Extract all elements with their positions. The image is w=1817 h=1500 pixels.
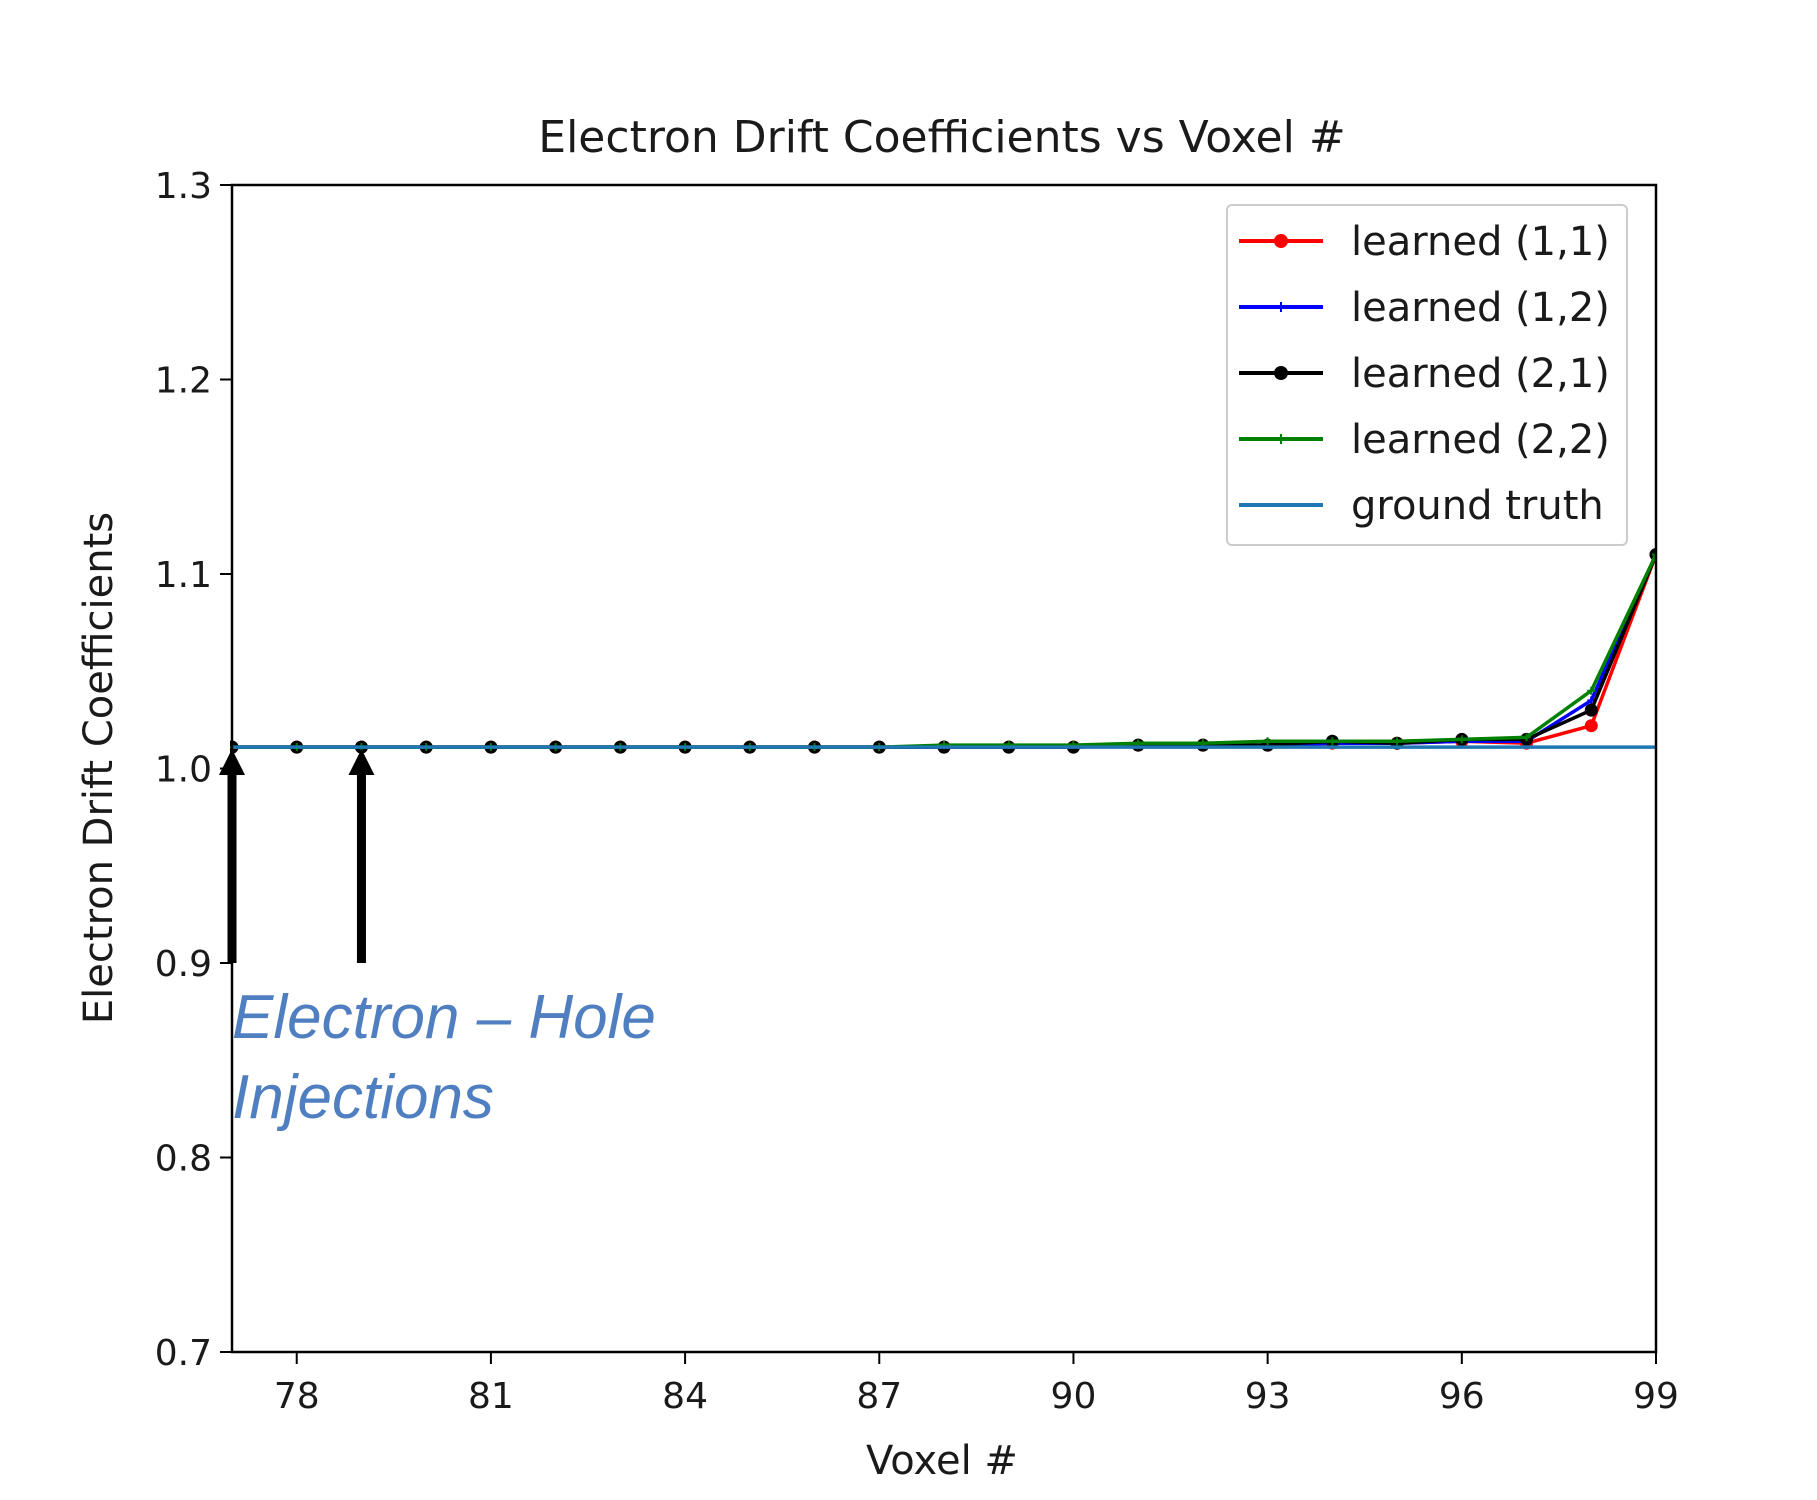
data-point xyxy=(1457,735,1466,744)
y-tick-label: 0.7 xyxy=(155,1333,212,1374)
x-tick-label: 99 xyxy=(1633,1376,1679,1417)
series-learned-1-2 xyxy=(230,550,1655,752)
x-axis: 78 81 84 87 90 93 96 99 xyxy=(274,1352,1679,1417)
series-line xyxy=(232,553,1655,749)
legend: learned (1,1) learned (1,2) learned (2,1) l… xyxy=(1226,204,1628,546)
series-learned-1-1 xyxy=(230,548,1655,754)
annotation-arrow xyxy=(219,749,245,963)
data-point xyxy=(1652,550,1655,559)
legend-box xyxy=(1226,204,1628,546)
data-point xyxy=(1584,719,1598,733)
legend-label: ground truth xyxy=(1351,483,1604,529)
series-line xyxy=(232,553,1655,749)
annotation-arrows xyxy=(219,749,375,963)
annotation-line-1: Electron – Hole xyxy=(232,983,656,1052)
plot-series xyxy=(230,548,1655,754)
legend-label: learned (1,2) xyxy=(1351,285,1610,331)
legend-entry: learned (1,1) xyxy=(1239,219,1610,265)
x-tick-label: 78 xyxy=(274,1376,320,1417)
data-point xyxy=(1263,737,1272,746)
series-line xyxy=(232,553,1655,749)
x-axis-label: Voxel # xyxy=(866,1438,1018,1484)
y-tick-label: 1.3 xyxy=(155,166,212,207)
x-tick-label: 84 xyxy=(662,1376,708,1417)
series-line xyxy=(232,553,1655,749)
x-tick-label: 87 xyxy=(856,1376,902,1417)
series-learned-2-1 xyxy=(230,548,1655,754)
legend-entry: learned (2,1) xyxy=(1239,351,1610,397)
data-point xyxy=(1522,733,1531,742)
y-tick-label: 1.1 xyxy=(155,555,212,596)
y-axis: 0.7 0.8 0.9 1.0 1.1 1.2 1.3 xyxy=(155,166,232,1374)
x-tick-label: 81 xyxy=(468,1376,514,1417)
y-tick-label: 1.2 xyxy=(155,361,212,402)
series-learned-2-2 xyxy=(230,550,1655,752)
annotation-line-2: Injections xyxy=(232,1063,494,1132)
x-tick-label: 96 xyxy=(1439,1376,1485,1417)
annotation-arrow xyxy=(348,749,375,963)
data-point xyxy=(1328,737,1337,746)
x-tick-label: 90 xyxy=(1051,1376,1097,1417)
data-point xyxy=(1587,686,1596,695)
data-point xyxy=(1584,703,1598,717)
legend-entry: learned (1,2) xyxy=(1239,285,1610,331)
legend-label: learned (2,2) xyxy=(1351,417,1610,463)
legend-entry: ground truth xyxy=(1239,483,1604,529)
y-tick-label: 1.0 xyxy=(155,750,212,791)
y-tick-label: 0.9 xyxy=(155,944,212,985)
legend-entry: learned (2,2) xyxy=(1239,417,1610,463)
chart-title: Electron Drift Coefficients vs Voxel # xyxy=(538,112,1345,163)
y-axis-label: Electron Drift Coefficients xyxy=(76,512,122,1024)
data-point xyxy=(1393,737,1402,746)
x-tick-label: 93 xyxy=(1245,1376,1291,1417)
legend-label: learned (2,1) xyxy=(1351,351,1610,397)
y-tick-label: 0.8 xyxy=(155,1139,212,1180)
legend-label: learned (1,1) xyxy=(1351,219,1610,265)
